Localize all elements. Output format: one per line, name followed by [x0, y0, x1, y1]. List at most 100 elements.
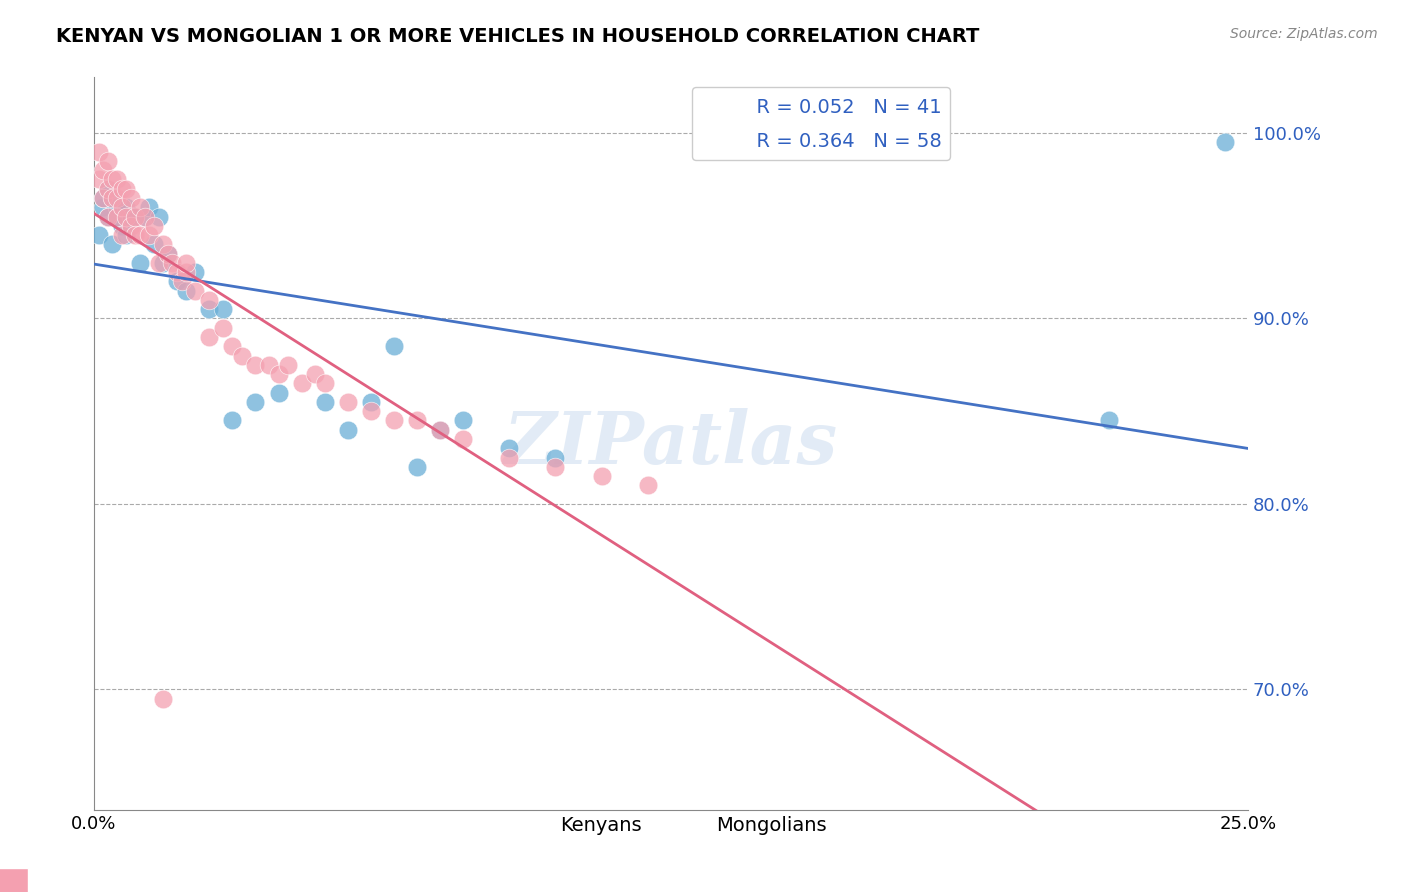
Point — [111, 200, 134, 214]
Point — [184, 265, 207, 279]
Point — [360, 395, 382, 409]
Point — [115, 200, 138, 214]
Point — [152, 691, 174, 706]
Point — [544, 459, 567, 474]
Point — [360, 404, 382, 418]
Point — [120, 210, 142, 224]
Point — [184, 284, 207, 298]
Point — [166, 274, 188, 288]
Point — [382, 413, 405, 427]
Point — [97, 153, 120, 168]
Point — [115, 182, 138, 196]
Point — [198, 330, 221, 344]
Point — [231, 349, 253, 363]
Point — [87, 172, 110, 186]
Point — [429, 423, 451, 437]
Point — [91, 191, 114, 205]
Point — [124, 228, 146, 243]
Point — [267, 367, 290, 381]
Point — [451, 413, 474, 427]
Point — [105, 200, 128, 214]
Point — [111, 200, 134, 214]
Point — [138, 228, 160, 243]
Point — [498, 442, 520, 456]
Text: KENYAN VS MONGOLIAN 1 OR MORE VEHICLES IN HOUSEHOLD CORRELATION CHART: KENYAN VS MONGOLIAN 1 OR MORE VEHICLES I… — [56, 27, 980, 45]
Point — [451, 432, 474, 446]
Point — [105, 172, 128, 186]
Point — [267, 385, 290, 400]
Point — [259, 358, 281, 372]
Point — [148, 210, 170, 224]
Point — [120, 219, 142, 233]
Point — [406, 413, 429, 427]
Point — [336, 423, 359, 437]
Point — [87, 145, 110, 159]
Point — [101, 172, 124, 186]
Point — [129, 228, 152, 243]
Point — [97, 210, 120, 224]
Point — [152, 237, 174, 252]
Point — [406, 459, 429, 474]
Point — [314, 395, 336, 409]
Point — [291, 376, 314, 391]
Point — [97, 182, 120, 196]
Point — [115, 228, 138, 243]
Point — [304, 367, 326, 381]
Point — [91, 163, 114, 178]
Point — [120, 191, 142, 205]
Point — [115, 210, 138, 224]
Point — [245, 395, 267, 409]
Point — [221, 339, 243, 353]
Point — [314, 376, 336, 391]
Point — [124, 210, 146, 224]
Point — [138, 200, 160, 214]
Point — [129, 256, 152, 270]
Point — [152, 256, 174, 270]
Point — [134, 210, 156, 224]
Point — [105, 191, 128, 205]
Point — [142, 219, 165, 233]
Point — [277, 358, 299, 372]
Point — [591, 469, 613, 483]
Point — [105, 210, 128, 224]
Point — [198, 302, 221, 317]
Point — [97, 182, 120, 196]
Point — [156, 246, 179, 260]
Point — [105, 210, 128, 224]
Point — [156, 246, 179, 260]
Point — [124, 210, 146, 224]
Text: Source: ZipAtlas.com: Source: ZipAtlas.com — [1230, 27, 1378, 41]
Point — [91, 191, 114, 205]
Point — [174, 284, 197, 298]
Point — [212, 320, 235, 334]
Point — [221, 413, 243, 427]
Point — [148, 256, 170, 270]
Point — [87, 228, 110, 243]
Point — [212, 302, 235, 317]
Point — [170, 274, 193, 288]
Point — [174, 256, 197, 270]
Point — [101, 191, 124, 205]
Point — [245, 358, 267, 372]
Point — [129, 200, 152, 214]
Point — [174, 265, 197, 279]
Point — [111, 228, 134, 243]
Point — [162, 256, 184, 270]
Point — [101, 191, 124, 205]
Point — [134, 210, 156, 224]
Point — [336, 395, 359, 409]
Point — [91, 200, 114, 214]
Point — [544, 450, 567, 465]
Point — [101, 237, 124, 252]
Point — [382, 339, 405, 353]
Point — [166, 265, 188, 279]
Point — [1098, 413, 1121, 427]
Point — [97, 210, 120, 224]
Point — [498, 450, 520, 465]
Point — [429, 423, 451, 437]
Point — [111, 182, 134, 196]
Legend: Kenyans, Mongolians: Kenyans, Mongolians — [508, 805, 834, 844]
Point — [1213, 136, 1236, 150]
Point — [637, 478, 659, 492]
Point — [111, 219, 134, 233]
